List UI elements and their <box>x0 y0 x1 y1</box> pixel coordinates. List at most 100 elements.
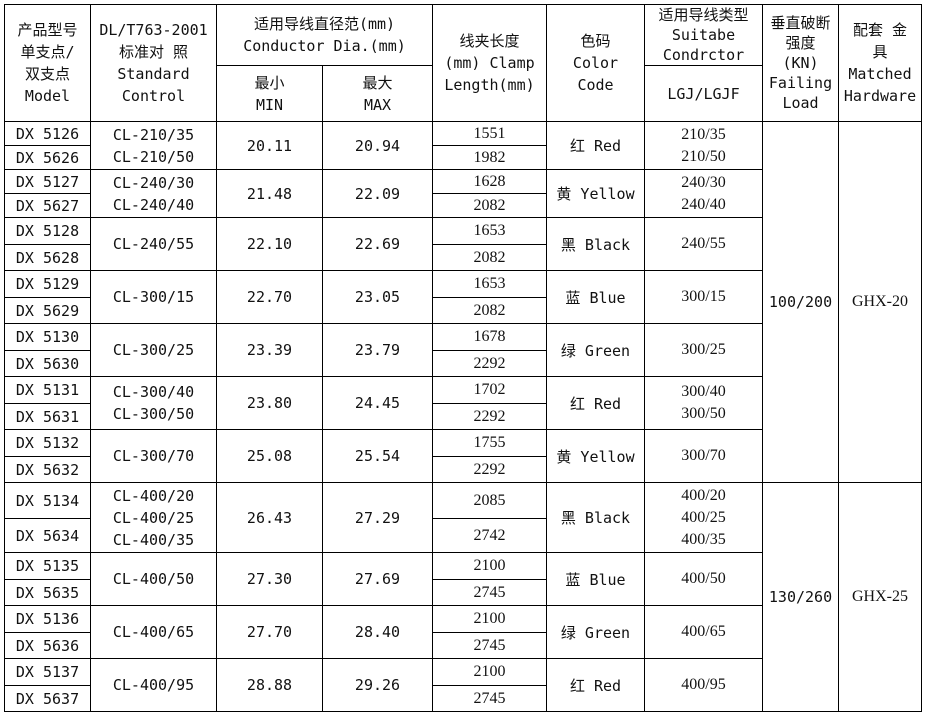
header-lgj-lgjf: LGJ/LGJF <box>644 65 763 122</box>
header-clamp-length: 线夹长度 (mm) Clamp Length(mm) <box>432 4 547 122</box>
cell-standard: CL-240/30 CL-240/40 <box>90 169 217 218</box>
standard-list: CL-400/50 <box>92 568 216 590</box>
conductor-type-item: 210/35 <box>681 125 726 143</box>
cell-model: DX 5632 <box>4 456 91 483</box>
cell-model: DX 5630 <box>4 350 91 377</box>
table-row: DX 5629 2082 <box>4 297 922 324</box>
cell-max: 23.05 <box>322 270 433 324</box>
table-row: DX 5137 CL-400/95 28.88 29.26 2100 红 Red 400/9… <box>4 658 922 712</box>
cell-color-code: 黑 Black <box>546 482 645 553</box>
standard-list: CL-300/70 <box>92 445 216 467</box>
cell-color-code: 红 Red <box>546 376 645 430</box>
header-conductor-diameter: 适用导线直径范(mm) Conductor Dia.(mm) <box>216 4 433 66</box>
standard-item: CL-240/40 <box>112 195 195 214</box>
cell-length: 1653 <box>432 270 547 298</box>
cell-length: 2100 <box>432 605 547 633</box>
standard-list: CL-210/35 CL-210/50 <box>92 124 216 168</box>
conductor-type-list: 300/70 <box>646 445 762 467</box>
cell-model: DX 5130 <box>4 323 91 351</box>
cell-standard: CL-400/95 <box>90 658 217 712</box>
table-row: DX 5635 2745 <box>4 579 922 606</box>
cell-min: 26.43 <box>216 482 323 553</box>
cell-max: 27.69 <box>322 552 433 606</box>
conductor-type-item: 300/70 <box>681 447 726 464</box>
table-row: DX 5627 2082 <box>4 193 922 218</box>
cell-model: DX 5136 <box>4 605 91 633</box>
cell-model: DX 5631 <box>4 403 91 430</box>
cell-standard: CL-210/35 CL-210/50 <box>90 121 217 170</box>
cell-failing-load: 130/260 <box>762 482 839 712</box>
standard-item: CL-300/70 <box>112 447 195 465</box>
cell-length: 2082 <box>432 297 547 324</box>
conductor-type-list: 300/40 300/50 <box>646 381 762 425</box>
cell-conductor-type: 400/50 <box>644 552 763 606</box>
header-max: 最大 MAX <box>322 65 433 122</box>
cell-length: 2742 <box>432 518 547 553</box>
cell-conductor-type: 300/40 300/50 <box>644 376 763 430</box>
cell-conductor-type: 300/70 <box>644 429 763 483</box>
standard-item: CL-400/20 <box>112 486 195 505</box>
cell-standard: CL-300/40 CL-300/50 <box>90 376 217 430</box>
cell-matched-hardware: GHX-25 <box>838 482 922 712</box>
cell-model: DX 5127 <box>4 169 91 194</box>
conductor-type-item: 300/15 <box>681 288 726 305</box>
cell-length: 1678 <box>432 323 547 351</box>
standard-item: CL-400/95 <box>112 676 195 694</box>
standard-item: CL-210/35 <box>112 125 195 144</box>
cell-model: DX 5132 <box>4 429 91 457</box>
table-row: DX 5136 CL-400/65 27.70 28.40 2100 绿 Green 400… <box>4 605 922 659</box>
cell-conductor-type: 300/15 <box>644 270 763 324</box>
cell-length: 2745 <box>432 579 547 606</box>
cell-min: 22.10 <box>216 217 323 271</box>
cell-min: 27.70 <box>216 605 323 659</box>
cell-conductor-type: 400/20 400/25 400/35 <box>644 482 763 553</box>
standard-list: CL-240/30 CL-240/40 <box>92 172 216 216</box>
cell-color-code: 黄 Yellow <box>546 429 645 483</box>
conductor-type-list: 400/65 <box>646 621 762 643</box>
cell-length: 2085 <box>432 482 547 519</box>
cell-length: 2082 <box>432 193 547 218</box>
cell-length: 2100 <box>432 658 547 686</box>
cell-max: 22.09 <box>322 169 433 218</box>
cell-max: 29.26 <box>322 658 433 712</box>
conductor-type-item: 400/35 <box>681 530 726 548</box>
cell-color-code: 绿 Green <box>546 323 645 377</box>
standard-list: CL-400/20 CL-400/25 CL-400/35 <box>92 485 216 551</box>
conductor-type-list: 210/35 210/50 <box>646 124 762 168</box>
header-model: 产品型号 单支点/ 双支点 Model <box>4 4 91 122</box>
cell-max: 28.40 <box>322 605 433 659</box>
cell-standard: CL-300/15 <box>90 270 217 324</box>
header-conductor-type: 适用导线类型 Suitabe Condrctor <box>644 4 763 66</box>
cell-model: DX 5634 <box>4 518 91 553</box>
cell-model: DX 5637 <box>4 685 91 712</box>
standard-list: CL-240/55 <box>92 233 216 255</box>
cell-color-code: 蓝 Blue <box>546 552 645 606</box>
cell-standard: CL-400/50 <box>90 552 217 606</box>
table-row: DX 5630 2292 <box>4 350 922 377</box>
cell-length: 2745 <box>432 632 547 659</box>
cell-standard: CL-400/20 CL-400/25 CL-400/35 <box>90 482 217 553</box>
conductor-type-list: 300/15 <box>646 286 762 308</box>
table-row: DX 5634 2742 <box>4 518 922 553</box>
standard-list: CL-300/25 <box>92 339 216 361</box>
cell-max: 24.45 <box>322 376 433 430</box>
cell-matched-hardware: GHX-20 <box>838 121 922 483</box>
conductor-type-list: 400/50 <box>646 568 762 590</box>
table-row: DX 5130 CL-300/25 23.39 23.79 1678 绿 Green 300… <box>4 323 922 377</box>
standard-item: CL-300/40 <box>112 383 195 401</box>
cell-color-code: 红 Red <box>546 658 645 712</box>
conductor-type-item: 240/55 <box>681 235 726 252</box>
cell-length: 1653 <box>432 217 547 245</box>
header-failing-load: 垂直破断 强度 (KN) Failing Load <box>762 4 839 122</box>
cell-model: DX 5126 <box>4 121 91 146</box>
cell-length: 1628 <box>432 169 547 194</box>
conductor-type-item: 240/40 <box>681 195 726 213</box>
table-row: DX 5637 2745 <box>4 685 922 712</box>
conductor-type-item: 400/65 <box>681 623 726 640</box>
cell-model: DX 5134 <box>4 482 91 519</box>
standard-item: CL-400/35 <box>112 530 195 549</box>
cell-max: 22.69 <box>322 217 433 271</box>
cell-conductor-type: 300/25 <box>644 323 763 377</box>
cell-max: 23.79 <box>322 323 433 377</box>
cell-model: DX 5135 <box>4 552 91 580</box>
